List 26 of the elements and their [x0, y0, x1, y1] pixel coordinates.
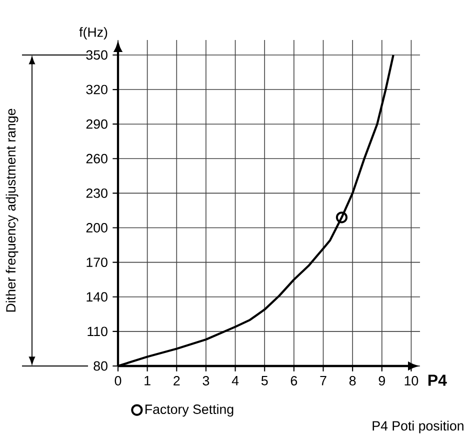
x-tick-label: 10	[404, 376, 418, 386]
y-tick-label: 110	[88, 326, 108, 336]
x-tick-label: 7	[320, 376, 326, 386]
x-tick-label: 6	[290, 376, 298, 386]
legend-label: Factory Setting	[145, 404, 234, 417]
x-tick-label: 4	[232, 376, 239, 386]
y-tick-label: 140	[86, 292, 108, 302]
x-tick-label: 2	[174, 376, 180, 386]
y-tick-label: 170	[86, 258, 108, 268]
y-tick-label: 290	[86, 119, 108, 129]
y-tick-label: 230	[86, 188, 108, 198]
y-tick-label: 80	[94, 361, 108, 371]
text: P4 Poti position	[372, 420, 464, 434]
x-tick-label: 0	[114, 376, 122, 386]
text: Dither frequency adjustment range	[6, 108, 18, 312]
x-axis-title: P4	[428, 374, 447, 386]
y-tick-label: 350	[86, 50, 108, 60]
x-tick-label: 1	[144, 376, 150, 386]
y-axis-title: f(Hz)	[79, 27, 108, 40]
x-tick-label: 3	[202, 376, 210, 386]
x-tick-label: 5	[261, 376, 268, 386]
x-tick-label: 9	[378, 376, 385, 386]
x-tick-label: 8	[349, 376, 356, 386]
y-tick-label: 320	[86, 84, 108, 94]
y-tick-label: 200	[86, 223, 108, 232]
y-tick-label: 260	[86, 154, 108, 164]
